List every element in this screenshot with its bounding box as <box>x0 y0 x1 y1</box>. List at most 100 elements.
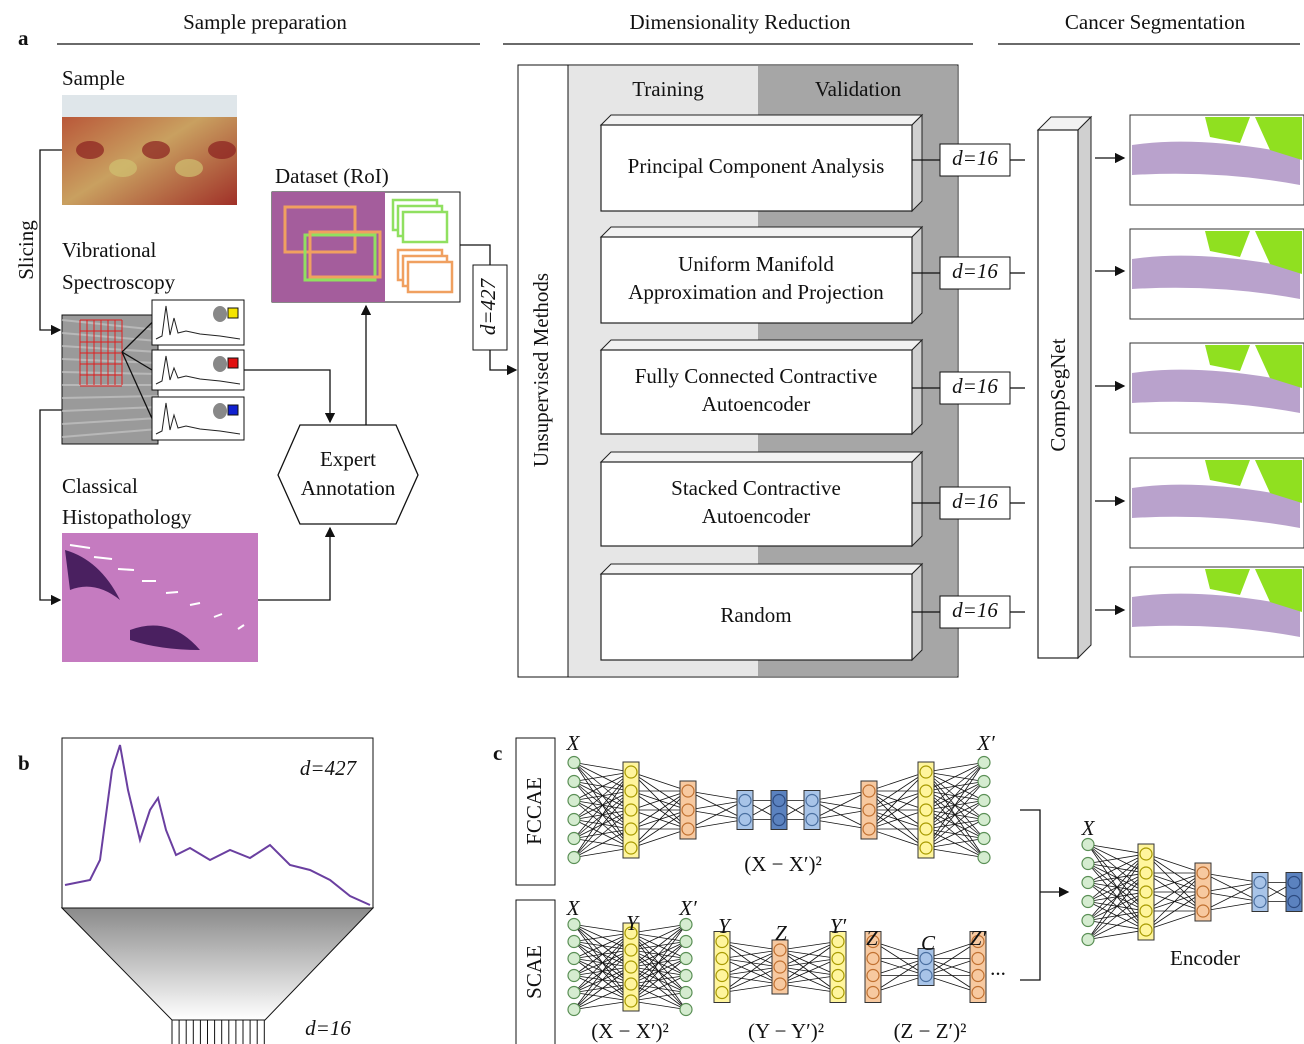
image-texture <box>61 371 159 375</box>
encoder-label: Encoder <box>1170 946 1240 970</box>
net-edge <box>925 762 985 811</box>
connector <box>121 351 153 419</box>
cancer-mask <box>1205 117 1302 160</box>
neuron <box>866 968 880 983</box>
net-edge <box>630 975 687 1002</box>
dim-box <box>939 486 1011 520</box>
neuron <box>681 803 695 817</box>
neuron <box>977 831 991 846</box>
net-edge <box>872 958 927 993</box>
net-edge <box>811 809 870 820</box>
dim-box <box>472 264 508 351</box>
net-edge <box>925 941 979 959</box>
net-edge <box>1145 910 1204 931</box>
net-edge <box>1202 901 1261 912</box>
method-box <box>600 236 913 324</box>
histology-fiber <box>93 556 113 560</box>
net-edge <box>1202 882 1261 893</box>
method-name: Principal Component Analysis <box>628 154 885 178</box>
image-texture <box>61 332 159 342</box>
var-label: Y <box>626 911 640 935</box>
net-edge <box>573 847 632 858</box>
neuron <box>866 951 880 966</box>
tissue-band <box>1132 141 1300 185</box>
net-edge <box>779 975 839 985</box>
neuron <box>567 850 581 865</box>
pixel-color <box>227 404 239 416</box>
method-box-side <box>911 225 923 325</box>
var-label: Z <box>775 921 787 945</box>
neuron <box>1139 847 1153 861</box>
neuron <box>624 803 638 817</box>
layer-box <box>864 931 882 1003</box>
connector <box>1020 809 1041 981</box>
var-label: X <box>1081 816 1096 840</box>
net-edge <box>925 762 985 773</box>
net-edge <box>573 790 632 858</box>
net-edge <box>630 809 689 849</box>
connector <box>258 526 336 601</box>
net-edge <box>573 932 632 976</box>
section-heading: Dimensionality Reduction <box>629 10 851 34</box>
neuron <box>715 985 729 1000</box>
pixel-color <box>227 357 239 369</box>
net-edge <box>573 932 632 942</box>
neuron <box>1139 923 1153 937</box>
neuron <box>977 774 991 789</box>
neuron <box>831 985 845 1000</box>
tissue-blob <box>175 159 203 177</box>
neuron <box>831 951 845 966</box>
var-label: X′ <box>678 896 697 920</box>
section-heading: Sample preparation <box>183 10 347 34</box>
net-edge <box>721 949 781 959</box>
roi-box <box>303 233 377 282</box>
method-box <box>600 349 913 435</box>
method-name: Autoencoder <box>702 392 810 416</box>
neuron <box>567 831 581 846</box>
tissue-band <box>1132 593 1300 637</box>
var-label: Y′ <box>830 914 847 938</box>
spectrum-thumb <box>213 356 227 372</box>
net-edge <box>868 828 927 849</box>
neuron <box>1196 866 1210 880</box>
neuron <box>624 765 638 779</box>
net-edge <box>872 975 927 993</box>
method-box-top <box>599 339 924 351</box>
output-dim: d=16 <box>952 489 998 513</box>
loss-label: (Z − Z′)² <box>894 1019 967 1043</box>
net-edge <box>573 932 632 1010</box>
annotation-label: Expert <box>320 447 376 471</box>
segnet-label: CompSegNet <box>1046 338 1070 451</box>
net-edge <box>1087 853 1147 921</box>
connector <box>39 409 62 606</box>
net-edge <box>573 771 632 820</box>
neuron <box>715 934 729 949</box>
spectrum-curve <box>64 744 371 906</box>
panel-label: b <box>18 751 30 775</box>
neuron <box>624 784 638 798</box>
net-edge <box>1087 910 1147 940</box>
sample-ruler <box>62 95 237 117</box>
var-label: Z′ <box>970 926 987 950</box>
var-label: Z <box>866 926 878 950</box>
net-edge <box>630 771 689 792</box>
neuron <box>977 755 991 770</box>
net-edge <box>630 1000 687 1010</box>
neuron <box>567 951 581 966</box>
method-box-side <box>911 338 923 436</box>
net-edge <box>779 941 839 951</box>
annotation-node <box>277 424 419 525</box>
neuron <box>971 951 985 966</box>
net-edge <box>1087 853 1147 883</box>
var-label: X <box>566 731 581 755</box>
cancer-mask <box>1205 569 1302 612</box>
output-dim: d=16 <box>952 259 998 283</box>
net-edge <box>687 800 746 811</box>
net-edge <box>1087 872 1147 940</box>
spectrum-box <box>151 396 245 441</box>
net-edge <box>630 790 689 811</box>
neuron <box>715 968 729 983</box>
tissue-band <box>1132 369 1300 413</box>
net-edge <box>925 847 985 858</box>
